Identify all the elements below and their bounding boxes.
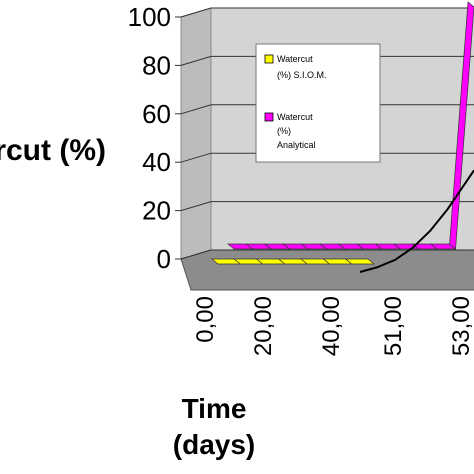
gridline [180, 7, 474, 18]
y-tick-label: 40 [142, 147, 171, 177]
gridline [180, 201, 474, 212]
x-tick-label: 51,00 [380, 296, 407, 356]
gridline [180, 104, 474, 115]
gridlines [180, 7, 474, 260]
x-axis-label-line-1: Time [182, 393, 247, 424]
legend-label-analytical-line-3: Analytical [277, 140, 316, 150]
series-layer [211, 1, 474, 273]
chart-left-wall [180, 7, 212, 260]
y-axis-label: Watercut (%) [0, 134, 106, 167]
legend: Watercut (%) S.I.O.M. Watercut (%) Analy… [255, 43, 381, 163]
legend-swatch-analytical [264, 112, 274, 122]
series-analytical-segment [449, 1, 474, 250]
legend-label-siom-line-2: (%) S.I.O.M. [277, 70, 327, 80]
legend-box [255, 43, 381, 163]
legend-label-siom-line-1: Watercut [277, 54, 313, 64]
y-tick-label: 0 [157, 244, 171, 274]
series-trend-line [359, 169, 474, 273]
y-tick-label: 60 [142, 99, 171, 129]
x-tick-label: 0,00 [192, 296, 219, 343]
gridline [180, 249, 474, 260]
x-tick-label: 40,00 [318, 296, 345, 356]
chart-floor [180, 249, 474, 291]
x-axis-ticks: 0,00 20,00 40,00 51,00 53,00 [192, 296, 474, 356]
x-tick-label: 20,00 [250, 296, 277, 356]
x-tick-label: 53,00 [448, 296, 474, 356]
gridline [180, 55, 474, 66]
x-axis-label-line-2: (days) [173, 429, 255, 460]
y-tick-label: 100 [128, 2, 171, 32]
y-tick-label: 80 [142, 50, 171, 80]
legend-label-analytical-line-2: (%) [277, 126, 291, 136]
series-siom-segment [344, 258, 375, 265]
legend-label-analytical-line-1: Watercut [277, 112, 313, 122]
y-tick-label: 20 [142, 196, 171, 226]
legend-swatch-siom [264, 54, 274, 64]
y-axis-ticks: 0 20 40 60 80 100 [128, 2, 181, 274]
gridline [180, 152, 474, 163]
